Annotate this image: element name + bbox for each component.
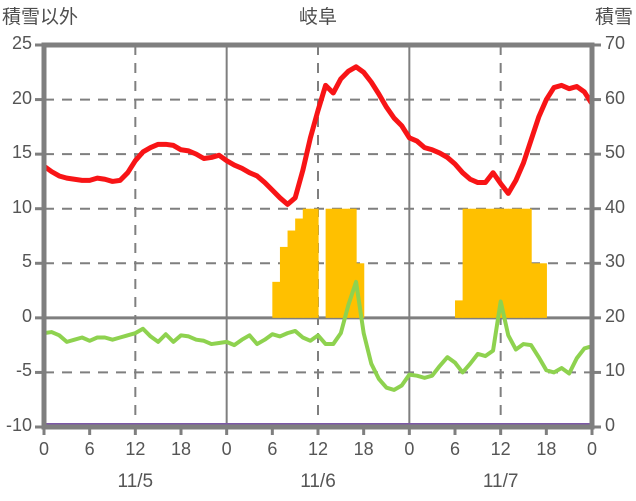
x-axis-tick: 6 bbox=[84, 439, 95, 459]
precipitation-bar bbox=[302, 208, 311, 318]
x-axis-tick: 12 bbox=[125, 439, 146, 459]
precipitation-bar bbox=[500, 208, 509, 318]
y-axis-tick-right: 70 bbox=[605, 33, 626, 53]
y-axis-tick-left: 0 bbox=[21, 305, 32, 326]
y-axis-tick-left: -5 bbox=[15, 360, 32, 381]
right-axis-title: 積雪 bbox=[594, 7, 633, 28]
x-axis-tick: 12 bbox=[490, 439, 511, 459]
y-axis-tick-right: 0 bbox=[605, 415, 616, 435]
precipitation-bar bbox=[295, 218, 304, 318]
precipitation-bar bbox=[485, 208, 494, 318]
precipitation-bar bbox=[455, 300, 464, 318]
x-axis-tick: 18 bbox=[353, 439, 374, 459]
precipitation-bar bbox=[477, 208, 487, 318]
precipitation-bar bbox=[287, 230, 296, 318]
x-axis-tick: 18 bbox=[170, 439, 192, 459]
x-axis-tick: 0 bbox=[404, 439, 415, 459]
precipitation-bar bbox=[340, 208, 350, 318]
precipitation-bar bbox=[325, 208, 334, 318]
series-green-line bbox=[42, 279, 594, 392]
precipitation-bar bbox=[531, 263, 540, 318]
y-axis-tick-left: 20 bbox=[11, 87, 32, 108]
x-axis-tick: 18 bbox=[536, 439, 557, 459]
x-axis-tick: 12 bbox=[307, 439, 329, 459]
series-red-line bbox=[41, 64, 595, 207]
precipitation-bar bbox=[356, 263, 365, 318]
y-axis-tick-right: 30 bbox=[605, 251, 626, 272]
precipitation-bar bbox=[333, 208, 342, 318]
precipitation-bar bbox=[279, 246, 289, 318]
precipitation-bar bbox=[493, 208, 502, 318]
y-axis-tick-left: 10 bbox=[11, 196, 32, 217]
precipitation-bar bbox=[462, 208, 471, 318]
y-axis-tick-left: 25 bbox=[11, 33, 32, 53]
x-axis-tick: 6 bbox=[449, 439, 460, 459]
left-axis-title: 積雪以外 bbox=[2, 7, 79, 28]
x-axis-date-label: 11/7 bbox=[482, 471, 519, 492]
y-axis-tick-left: -10 bbox=[5, 415, 32, 435]
y-axis-tick-right: 10 bbox=[605, 360, 626, 381]
chart-title: 岐阜 bbox=[298, 7, 337, 28]
precipitation-bar bbox=[470, 208, 479, 318]
x-axis-tick: 0 bbox=[586, 439, 597, 459]
y-axis-tick-right: 40 bbox=[605, 196, 626, 217]
precipitation-bar bbox=[515, 208, 525, 318]
x-axis-date-label: 11/5 bbox=[117, 471, 154, 492]
y-axis-tick-right: 60 bbox=[605, 87, 626, 108]
x-axis-tick: 6 bbox=[267, 439, 278, 459]
x-axis-tick: 0 bbox=[221, 439, 232, 459]
x-axis-date-label: 11/6 bbox=[300, 471, 336, 492]
y-axis-tick-right: 20 bbox=[605, 305, 626, 326]
y-axis-tick-right: 50 bbox=[605, 142, 626, 163]
precipitation-bar bbox=[523, 208, 532, 318]
precipitation-bar bbox=[348, 208, 357, 318]
y-axis-tick-left: 15 bbox=[11, 142, 32, 163]
precipitation-bar bbox=[310, 208, 319, 318]
precipitation-bar bbox=[538, 263, 547, 318]
precipitation-bar bbox=[272, 281, 281, 318]
x-axis-tick: 0 bbox=[38, 439, 49, 459]
precipitation-bar bbox=[508, 208, 517, 318]
y-axis-tick-left: 5 bbox=[21, 251, 32, 272]
